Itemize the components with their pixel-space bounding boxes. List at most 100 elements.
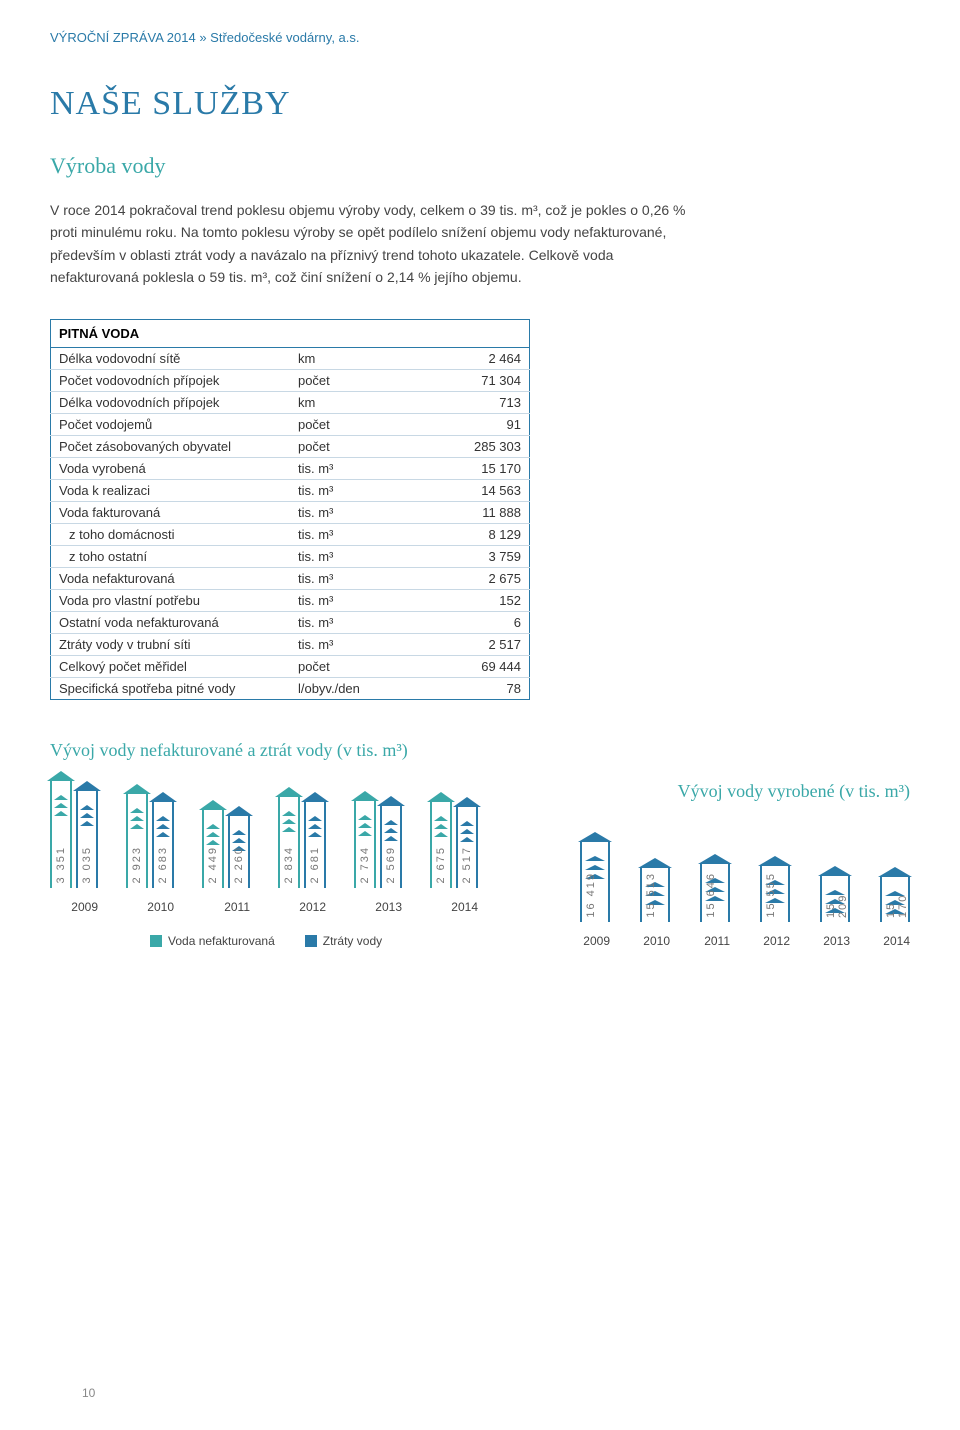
arrow-bar: 15 209 (820, 876, 850, 922)
year-label: 2013 (823, 934, 850, 948)
row-label: Specifická spotřeba pitné vody (51, 677, 290, 699)
bar-value: 2 517 (461, 846, 473, 884)
row-label: Voda nefakturovaná (51, 567, 290, 589)
chart2-year-group: 15 209 2013 (820, 876, 850, 948)
chart1-year-group: 2 834 2 681 2012 (278, 797, 326, 914)
row-unit: počet (290, 369, 390, 391)
row-unit: tis. m³ (290, 501, 390, 523)
bar-value: 2 681 (309, 846, 321, 884)
year-label: 2014 (883, 934, 910, 948)
row-value: 78 (390, 677, 530, 699)
legend-swatch-blue (305, 935, 317, 947)
pitna-voda-table: PITNÁ VODA Délka vodovodní sítěkm2 464Po… (50, 319, 530, 700)
table-row: Počet vodovodních přípojekpočet71 304 (51, 369, 530, 391)
arrow-bar: 15 513 (640, 868, 670, 922)
arrow-bar: 15 170 (880, 877, 910, 922)
row-label: z toho ostatní (51, 545, 290, 567)
chart1-year-group: 2 734 2 569 2013 (354, 801, 402, 914)
bar-value: 3 035 (81, 846, 93, 884)
table-row: Celkový počet měřidelpočet69 444 (51, 655, 530, 677)
row-value: 14 563 (390, 479, 530, 501)
arrow-bar: 2 449 (202, 810, 224, 888)
row-unit: tis. m³ (290, 545, 390, 567)
arrow-bar: 2 260 (228, 816, 250, 888)
row-unit: tis. m³ (290, 567, 390, 589)
row-unit: počet (290, 655, 390, 677)
arrow-bar: 3 351 (50, 781, 72, 888)
bar-value: 2 260 (233, 846, 245, 884)
row-value: 8 129 (390, 523, 530, 545)
bar-value: 15 170 (885, 877, 909, 918)
bar-value: 2 683 (157, 846, 169, 884)
row-label: Počet vodovodních přípojek (51, 369, 290, 391)
bar-value: 15 209 (825, 876, 849, 918)
section-title: Výroba vody (50, 153, 910, 179)
table-row: z toho ostatnítis. m³3 759 (51, 545, 530, 567)
arrow-bar: 2 923 (126, 794, 148, 888)
page-title: NAŠE SLUŽBY (50, 85, 910, 123)
bar-value: 15 646 (705, 872, 717, 918)
table-row: Délka vodovodních přípojekkm713 (51, 391, 530, 413)
row-unit: tis. m³ (290, 589, 390, 611)
chart1-year-group: 2 6752 5172014 (430, 802, 478, 914)
year-label: 2011 (704, 934, 730, 948)
bar-value: 2 449 (207, 846, 219, 884)
row-value: 285 303 (390, 435, 530, 457)
bar-value: 2 569 (385, 846, 397, 884)
year-label: 2009 (71, 900, 98, 914)
table-row: Počet vodojemůpočet91 (51, 413, 530, 435)
table-row: Délka vodovodní sítěkm2 464 (51, 347, 530, 369)
row-label: Celkový počet měřidel (51, 655, 290, 677)
bar-value: 2 834 (283, 846, 295, 884)
chart2-year-group: 16 4192009 (580, 842, 610, 948)
row-label: Ztráty vody v trubní síti (51, 633, 290, 655)
table-row: Ostatní voda nefakturovanátis. m³6 (51, 611, 530, 633)
bar-value: 15 513 (645, 872, 657, 918)
row-unit: tis. m³ (290, 633, 390, 655)
arrow-bar: 15 555 (760, 866, 790, 922)
row-unit: počet (290, 413, 390, 435)
table-row: z toho domácnostitis. m³8 129 (51, 523, 530, 545)
chart1-year-group: 3 351 3 035 2009 (50, 781, 98, 914)
chart2-year-group: 15 646 2011 (700, 864, 730, 948)
arrow-bar: 3 035 (76, 791, 98, 888)
row-value: 2 517 (390, 633, 530, 655)
row-unit: km (290, 391, 390, 413)
row-value: 91 (390, 413, 530, 435)
row-label: Délka vodovodní sítě (51, 347, 290, 369)
row-value: 2 675 (390, 567, 530, 589)
row-label: Voda fakturovaná (51, 501, 290, 523)
arrow-bar: 2 517 (456, 807, 478, 888)
year-label: 2012 (299, 900, 326, 914)
row-value: 152 (390, 589, 530, 611)
year-label: 2010 (643, 934, 670, 948)
row-label: Počet vodojemů (51, 413, 290, 435)
row-value: 11 888 (390, 501, 530, 523)
row-unit: tis. m³ (290, 523, 390, 545)
arrow-bar: 2 834 (278, 797, 300, 888)
table-row: Voda pro vlastní potřebutis. m³152 (51, 589, 530, 611)
row-label: Ostatní voda nefakturovaná (51, 611, 290, 633)
chart2-year-group: 15 170 2014 (880, 877, 910, 948)
row-unit: tis. m³ (290, 457, 390, 479)
row-label: Počet zásobovaných obyvatel (51, 435, 290, 457)
intro-paragraph: V roce 2014 pokračoval trend poklesu obj… (50, 199, 690, 289)
report-header: VÝROČNÍ ZPRÁVA 2014 » Středočeské vodárn… (50, 30, 910, 45)
row-label: Voda pro vlastní potřebu (51, 589, 290, 611)
arrow-bar: 2 734 (354, 801, 376, 888)
table-row: Specifická spotřeba pitné vodyl/obyv./de… (51, 677, 530, 699)
table-row: Ztráty vody v trubní sítitis. m³2 517 (51, 633, 530, 655)
row-value: 6 (390, 611, 530, 633)
row-value: 69 444 (390, 655, 530, 677)
year-label: 2013 (375, 900, 402, 914)
chart1-title: Vývoj vody nefakturované a ztrát vody (v… (50, 740, 910, 761)
arrow-bar: 2 683 (152, 802, 174, 888)
legend-label-nefakt: Voda nefakturovaná (168, 934, 275, 948)
chart1: 3 3513 03520092 9232 68320102 4492 26020… (50, 781, 478, 914)
row-unit: tis. m³ (290, 479, 390, 501)
chart1-year-group: 2 9232 6832010 (126, 794, 174, 914)
bar-value: 16 419 (585, 872, 597, 918)
row-value: 3 759 (390, 545, 530, 567)
table-row: Voda vyrobenátis. m³15 170 (51, 457, 530, 479)
year-label: 2014 (451, 900, 478, 914)
